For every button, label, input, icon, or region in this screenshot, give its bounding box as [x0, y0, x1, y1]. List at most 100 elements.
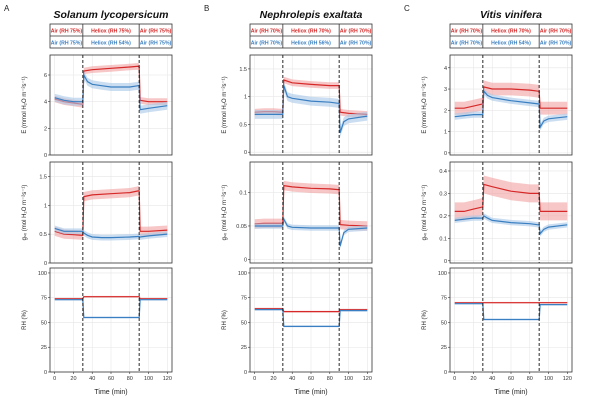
x-tick-label: 120 [363, 376, 372, 382]
panel-letter: C [404, 4, 410, 13]
subplot-3: 0 25 50 75 100 RH (%) [422, 267, 573, 376]
y-tick-label: 75 [241, 296, 247, 302]
x-tick-label: 20 [470, 376, 476, 382]
y-tick-label: 0 [444, 370, 447, 376]
subplot-2: 0 0.05 0.1 gₛᵥ (mol H₂O m⁻²s⁻¹) [222, 161, 373, 264]
series-blue-line [54, 72, 168, 111]
x-tick-label: 60 [108, 376, 114, 382]
panel-title: Nephrolepis exaltata [260, 9, 363, 21]
panel-c: C Vitis vinifera Air (RH 70%) Heliox (RH 70… [404, 4, 573, 396]
condition-legend: Air (RH 70%) Heliox (RH 70%) Air (RH 70%) A… [249, 23, 373, 49]
y-tick-label: 25 [241, 345, 247, 351]
y-tick-label: 6 [44, 73, 47, 79]
series-blue-line [454, 215, 568, 236]
plot-frame [449, 161, 573, 264]
y-tick-label: 0 [444, 151, 447, 157]
y-tick-label: 0 [244, 370, 247, 376]
y-tick-label: 50 [41, 320, 47, 326]
legend-red-label: Heliox (RH 70%) [491, 29, 531, 35]
subplot-3: 0 25 50 75 100 RH (%) [22, 267, 173, 376]
legend-blue-label: Air (RH 70%) [251, 41, 283, 47]
x-tick-label: 60 [308, 376, 314, 382]
y-axis-label: RH (%) [422, 310, 428, 330]
y-tick-label: 1 [444, 130, 447, 136]
legend-blue-label: Air (RH 70%) [340, 41, 372, 47]
y-axis-label: RH (%) [222, 310, 228, 330]
y-tick-label: 1.5 [39, 174, 47, 180]
legend-blue-label: Air (RH 75%) [51, 41, 83, 47]
y-tick-label: 4 [444, 66, 447, 72]
condition-legend: Air (RH 70%) Heliox (RH 70%) Air (RH 70%) A… [449, 23, 573, 49]
y-axis-label: RH (%) [22, 310, 28, 330]
y-axis-label: E (mmol H₂O m⁻²s⁻¹) [22, 76, 28, 133]
y-tick-label: 3 [444, 87, 447, 93]
legend-red-label: Air (RH 70%) [540, 29, 572, 35]
subplot-1: 0 0.5 1 1.5 E (mmol H₂O m⁻²s⁻¹) [222, 54, 373, 156]
panel-title: Vitis vinifera [480, 9, 542, 21]
series-red-line [454, 183, 568, 212]
y-tick-label: 50 [441, 320, 447, 326]
plot-frame [249, 54, 373, 156]
legend-blue-label: Heliox (RH 56%) [291, 41, 331, 47]
x-tick-label: 100 [344, 376, 353, 382]
y-tick-label: 0.5 [239, 122, 247, 128]
series-blue-line [254, 85, 368, 133]
y-tick-label: 2 [44, 126, 47, 132]
plot-frame [49, 54, 173, 156]
y-tick-label: 0.3 [439, 191, 447, 197]
y-tick-label: 0 [444, 259, 447, 265]
subplot-1: 0 2 4 6 E (mmol H₂O m⁻²s⁻¹) [22, 54, 173, 159]
condition-legend: Air (RH 75%) Heliox (RH 75%) Air (RH 75%) A… [49, 23, 173, 49]
panel-b: B Nephrolepis exaltata Air (RH 70%) Heliox … [204, 4, 373, 396]
y-tick-label: 2 [444, 108, 447, 114]
x-axis-label: Time (min) [94, 389, 127, 396]
plot-frame [49, 161, 173, 264]
legend-blue-label: Air (RH 70%) [451, 41, 483, 47]
y-tick-label: 100 [38, 271, 47, 277]
x-tick-label: 40 [89, 376, 95, 382]
y-tick-label: 0 [44, 153, 47, 159]
panel-letter: A [4, 4, 10, 13]
y-tick-label: 0.4 [439, 169, 447, 175]
y-tick-label: 1 [244, 95, 247, 101]
legend-red-label: Air (RH 75%) [140, 29, 172, 35]
y-tick-label: 0 [244, 258, 247, 264]
y-axis-label: gₛᵥ (mol H₂O m⁻²s⁻¹) [22, 185, 28, 241]
x-tick-label: 20 [270, 376, 276, 382]
y-tick-label: 0 [44, 261, 47, 267]
series-red-line [54, 190, 168, 236]
x-tick-label: 20 [70, 376, 76, 382]
x-tick-label: 120 [563, 376, 572, 382]
subplot-2: 0 0.5 1 1.5 gₛᵥ (mol H₂O m⁻²s⁻¹) [22, 161, 173, 267]
x-tick-label: 80 [127, 376, 133, 382]
y-tick-label: 0 [44, 370, 47, 376]
series-red-line [454, 86, 568, 109]
y-tick-label: 0.1 [239, 190, 247, 196]
series-blue-error-band [54, 71, 168, 114]
x-tick-label: 100 [544, 376, 553, 382]
x-tick-label: 0 [53, 376, 56, 382]
y-tick-label: 0.1 [439, 236, 447, 242]
x-tick-label: 100 [144, 376, 153, 382]
y-tick-label: 0 [244, 150, 247, 156]
legend-red-label: Air (RH 70%) [251, 29, 283, 35]
legend-red-label: Heliox (RH 70%) [291, 29, 331, 35]
y-tick-label: 25 [441, 345, 447, 351]
legend-red-label: Air (RH 75%) [51, 29, 83, 35]
x-tick-label: 80 [327, 376, 333, 382]
subplot-3: 0 25 50 75 100 RH (%) [222, 267, 373, 376]
x-tick-label: 60 [508, 376, 514, 382]
y-tick-label: 0.05 [236, 224, 247, 230]
panel-a: A Solanum lycopersicum Air (RH 75%) Heliox … [4, 4, 173, 396]
y-tick-label: 1.5 [239, 67, 247, 73]
y-axis-label: gₛᵥ (mol H₂O m⁻²s⁻¹) [222, 185, 228, 241]
panel-title: Solanum lycopersicum [54, 9, 169, 21]
y-tick-label: 100 [438, 271, 447, 277]
legend-red-label: Heliox (RH 75%) [91, 29, 131, 35]
legend-blue-label: Air (RH 70%) [540, 41, 572, 47]
panel-letter: B [204, 4, 209, 13]
x-axis-label: Time (min) [494, 389, 527, 396]
x-tick-label: 0 [253, 376, 256, 382]
